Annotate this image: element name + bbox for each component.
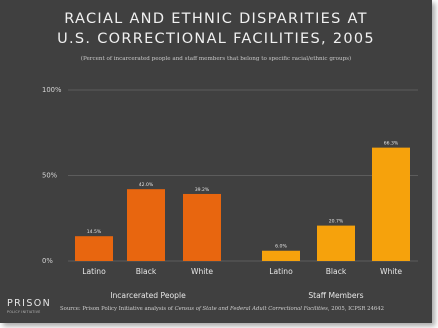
bar-value-label: 20.7% [329,219,344,225]
chart-panel: RACIAL AND ETHNIC DISPARITIES AT U.S. CO… [0,0,432,323]
bar [183,193,221,261]
bar [372,147,410,261]
y-tick-label: 50% [42,172,58,180]
bar [317,225,355,261]
prison-policy-logo: PRISON [7,298,52,309]
group-label: Staff Members [308,291,363,300]
bar-value-label: 6.0% [275,244,287,250]
bar-chart: 0% 50% 100% 14.5% Latino 42.0% Black 39.2% White… [42,86,418,300]
bar-value-label: 39.2% [195,187,210,193]
x-category-label: Black [326,267,347,276]
source-prefix: Source: Prison Policy Initiative analysi… [60,306,175,312]
chart-title-line-2: U.S. CORRECTIONAL FACILITIES, 2005 [57,31,375,47]
x-category-label: Black [136,267,157,276]
y-tick-label: 0% [42,257,53,265]
bar [127,189,165,261]
x-category-label: White [380,267,402,276]
source-suffix: , 2005, ICPSR 24642 [327,306,384,312]
source-note: Source: Prison Policy Initiative analysi… [60,306,430,312]
bar-value-label: 42.0% [139,182,154,188]
chart-title-line-1: RACIAL AND ETHNIC DISPARITIES AT [64,11,368,27]
y-tick-label: 100% [42,86,62,94]
x-category-label: Latino [82,267,106,276]
bar [75,236,113,261]
bar-value-label: 66.3% [384,141,399,147]
group-label: Incarcerated People [110,291,186,300]
prison-policy-logo-subtitle: POLICY INITIATIVE [7,310,41,314]
bar [262,250,300,261]
x-category-label: Latino [269,267,293,276]
x-category-label: White [191,267,213,276]
bar-value-label: 14.5% [87,229,102,235]
source-title: Census of State and Federal Adult Correc… [174,306,328,312]
chart-subtitle: (Percent of incarcerated people and staf… [80,56,352,62]
